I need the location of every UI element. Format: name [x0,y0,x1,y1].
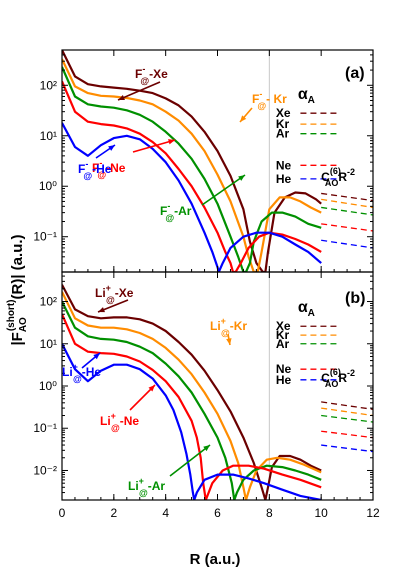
series-line-Li@+-He [62,343,322,500]
series-line-F@-He [62,122,322,272]
x-tick-label: 8 [266,506,273,520]
arrow-head [118,94,125,100]
tail-dash-Kr [321,407,373,417]
x-tick-label: 2 [110,506,117,520]
curve-label-arrow [117,81,161,101]
legend-label-Ne: Ne [276,158,292,172]
series-line-Li@+-Ar [62,301,322,500]
curve-label: F-@-Ar [160,201,192,223]
curve-label: F-@- Kr [252,89,287,111]
curve-label: Li+ @-Xe [95,283,134,305]
panel-label: (a) [345,65,365,82]
tail-dash-He [321,239,373,249]
arrow-head [168,139,175,145]
curve-label: Li+ @-Ne [100,411,139,433]
tail-dash-Ar [321,206,373,216]
legend-label-Kr: Kr [276,328,290,342]
curve-label: F-@-Xe [135,64,168,86]
series-line-Li@+-Ne [62,313,322,500]
curve-label-arrow [132,139,176,153]
plot-area [62,50,373,272]
tail-dash-Ne [321,223,373,232]
y-tick-label: 10² [40,295,57,309]
tail-dash-Xe [321,192,373,202]
x-tick-label: 4 [162,506,169,520]
legend-label-Xe: Xe [276,319,291,333]
y-tick-label: 10⁻¹ [33,230,57,244]
alpha-label: αA [298,299,315,319]
arrow-head [108,145,115,151]
curve-label: F-@-Ne [92,158,126,180]
series-line-F@-Ar [62,66,322,272]
y-axis-label: |FAO(short)(R)| (a.u.) [6,234,29,345]
panel-label: (b) [345,290,365,307]
legend-label-Xe: Xe [276,106,291,120]
tail-dash-Xe [321,401,373,410]
x-tick-label: 0 [59,506,66,520]
y-tick-label: 10² [40,78,57,92]
x-tick-label: 12 [366,506,380,520]
series-line-Li@+-Kr [62,291,322,500]
series-line-F@-Kr [62,58,322,272]
tail-dash-Kr [321,198,373,209]
curve-label: Li+ @-Kr [210,316,247,338]
series-line-F@-Xe [62,50,322,272]
y-tick-label: 10⁻² [33,463,57,477]
legend-label-Kr: Kr [276,117,290,131]
legend-label-Ar: Ar [276,337,290,351]
alpha-label: αA [298,86,315,106]
x-tick-label: 6 [214,506,221,520]
series-line-Li@+-Xe [62,284,322,500]
legend-label-He: He [276,373,292,387]
tail-dash-Ar [321,414,373,423]
y-tick-label: 10⁰ [39,179,57,193]
y-tick-label: 10¹ [40,129,57,143]
legend-label-Ne: Ne [276,362,292,376]
x-tick-label: 10 [314,506,328,520]
c6-label: C(6) AOR-2 [321,367,355,389]
y-tick-label: 10⁻¹ [33,421,57,435]
curve-label-arrow [201,174,246,206]
legend-label-Ar: Ar [276,127,290,141]
c6-label: C(6) AOR-2 [321,166,355,188]
tail-dash-He [321,444,373,453]
arrow-head [203,445,210,452]
x-axis-label: R (a.u.) [190,551,241,568]
y-tick-label: 10¹ [40,337,57,351]
legend-label-He: He [276,172,292,186]
curve-label: F-@-He [78,159,112,181]
arrow-head [148,385,155,392]
arrow-head [98,307,105,313]
y-axis-label-text: |FAO(short)(R)| (a.u.) [6,234,29,345]
plot-area [62,284,373,500]
arrow-head [226,338,232,345]
curve-label: Li+ @-He [62,362,101,384]
arrow-head [240,115,247,122]
arrow-head [238,175,245,181]
curve-label: Li+ @-Ar [128,476,165,498]
y-tick-label: 10⁰ [39,379,57,393]
curve-label-arrow [169,444,211,477]
arrow-head [93,353,100,360]
tail-dash-Ne [321,430,373,439]
